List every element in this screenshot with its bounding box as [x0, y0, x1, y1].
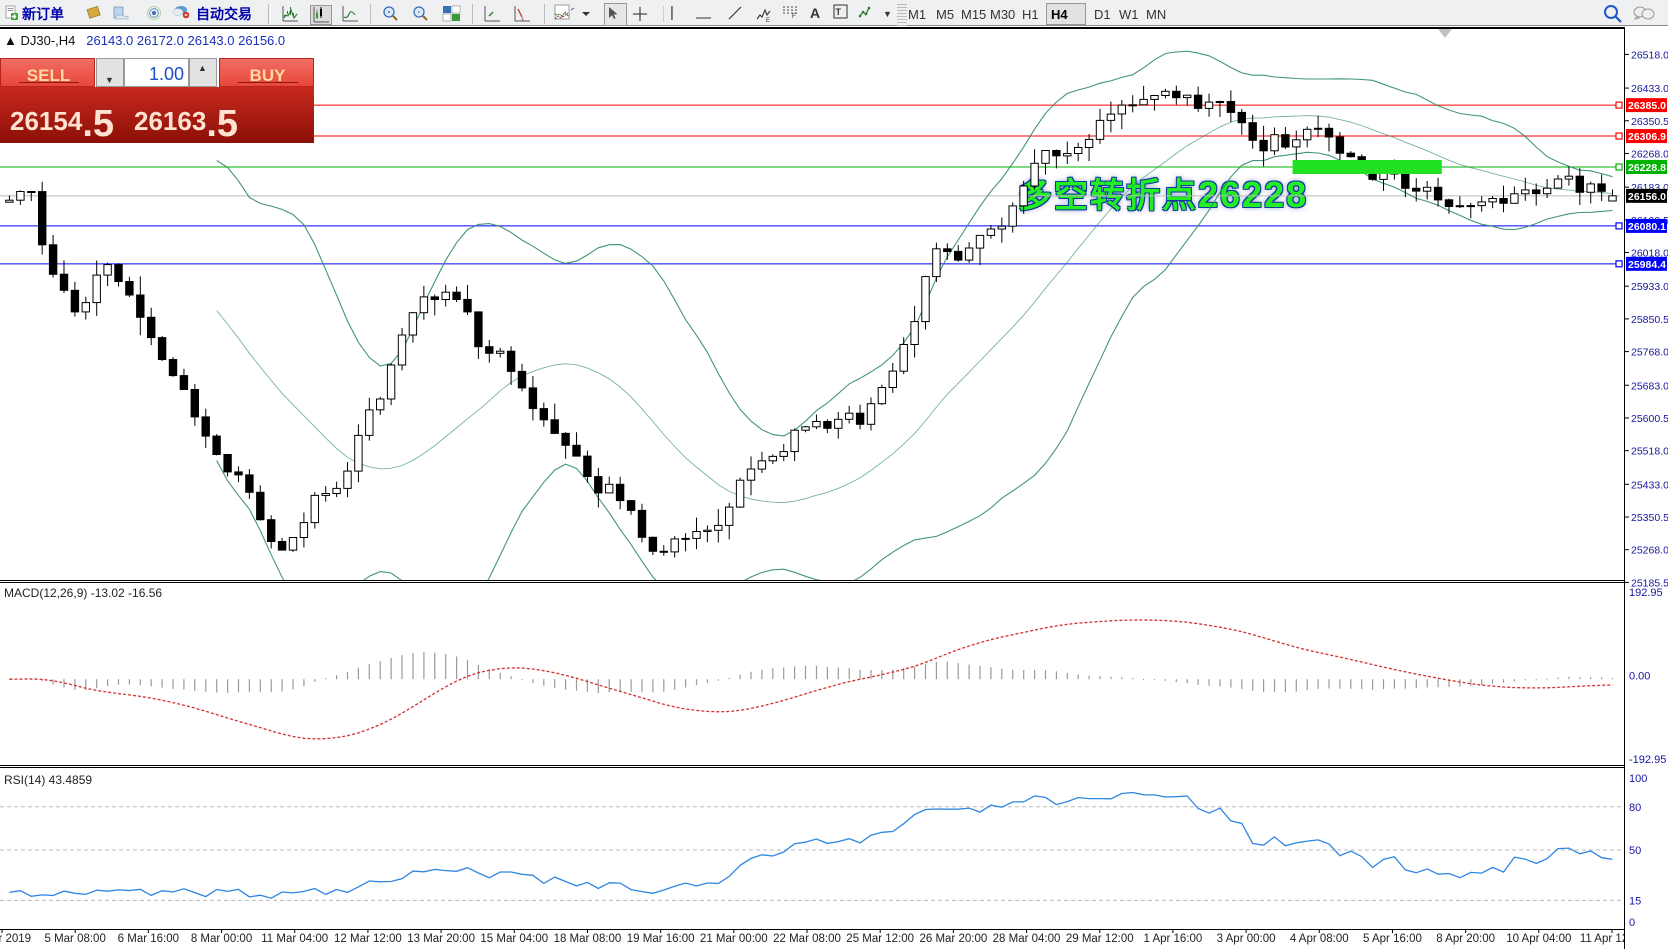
svg-text:25433.0: 25433.0	[1631, 479, 1668, 491]
svg-text:25268.0: 25268.0	[1631, 545, 1668, 557]
svg-text:25768.0: 25768.0	[1631, 347, 1668, 359]
svg-text:T: T	[836, 7, 842, 17]
svg-text:29 Mar 12:00: 29 Mar 12:00	[1066, 933, 1134, 945]
svg-text:25 Mar 12:00: 25 Mar 12:00	[846, 933, 914, 945]
svg-text:25518.0: 25518.0	[1631, 446, 1668, 458]
svg-text:26268.0: 26268.0	[1631, 148, 1668, 160]
svg-text:15 Mar 04:00: 15 Mar 04:00	[480, 933, 548, 945]
svg-text:26350.5: 26350.5	[1631, 116, 1668, 128]
svg-text:10 Apr 04:00: 10 Apr 04:00	[1506, 933, 1571, 945]
svg-text:22 Mar 08:00: 22 Mar 08:00	[773, 933, 841, 945]
svg-text:F: F	[792, 14, 796, 18]
svg-text:100: 100	[1629, 773, 1647, 785]
svg-text:8 Mar 00:00: 8 Mar 00:00	[191, 933, 252, 945]
svg-text:25850.5: 25850.5	[1631, 314, 1668, 326]
svg-text:25933.0: 25933.0	[1631, 281, 1668, 293]
svg-text:50: 50	[1629, 845, 1641, 857]
svg-text:25984.4: 25984.4	[1628, 259, 1666, 271]
svg-text:5 Mar 08:00: 5 Mar 08:00	[44, 933, 105, 945]
svg-text:0: 0	[1629, 917, 1635, 929]
svg-text:26385.0: 26385.0	[1628, 100, 1666, 112]
svg-text:26433.0: 26433.0	[1631, 83, 1668, 95]
svg-text:25600.5: 25600.5	[1631, 413, 1668, 425]
svg-text:RSI(14) 43.4859: RSI(14) 43.4859	[4, 773, 92, 787]
svg-text:26228.8: 26228.8	[1628, 162, 1666, 174]
svg-text:E: E	[766, 18, 770, 23]
svg-text:6 Mar 16:00: 6 Mar 16:00	[118, 933, 179, 945]
svg-text:13 Mar 20:00: 13 Mar 20:00	[407, 933, 475, 945]
svg-text:1 Apr 16:00: 1 Apr 16:00	[1143, 933, 1202, 945]
svg-text:26306.9: 26306.9	[1628, 131, 1666, 143]
svg-text:18 Mar 08:00: 18 Mar 08:00	[554, 933, 622, 945]
svg-text:4 Mar 2019: 4 Mar 2019	[0, 933, 31, 945]
svg-text:11 Apr 12:00: 11 Apr 12:00	[1580, 933, 1624, 945]
svg-text:19 Mar 16:00: 19 Mar 16:00	[627, 933, 695, 945]
svg-text:28 Mar 04:00: 28 Mar 04:00	[993, 933, 1061, 945]
svg-text:x: x	[521, 17, 524, 23]
svg-text:25683.0: 25683.0	[1631, 380, 1668, 392]
svg-text:5 Apr 16:00: 5 Apr 16:00	[1363, 933, 1422, 945]
svg-text:11 Mar 04:00: 11 Mar 04:00	[261, 933, 328, 945]
svg-text:0.00: 0.00	[1629, 671, 1650, 683]
svg-text:26080.1: 26080.1	[1628, 221, 1666, 233]
svg-text:80: 80	[1629, 802, 1641, 814]
svg-text:21 Mar 00:00: 21 Mar 00:00	[700, 933, 768, 945]
svg-text:3 Apr 00:00: 3 Apr 00:00	[1217, 933, 1276, 945]
svg-text:26156.0: 26156.0	[1628, 191, 1666, 203]
svg-text:4 Apr 08:00: 4 Apr 08:00	[1290, 933, 1349, 945]
svg-text:192.95: 192.95	[1629, 587, 1663, 599]
svg-text:25350.5: 25350.5	[1631, 512, 1668, 524]
svg-text:MACD(12,26,9) -13.02 -16.56: MACD(12,26,9) -13.02 -16.56	[4, 586, 162, 600]
svg-text:15: 15	[1629, 895, 1641, 907]
svg-text:8 Apr 20:00: 8 Apr 20:00	[1436, 933, 1495, 945]
svg-text:12 Mar 12:00: 12 Mar 12:00	[334, 933, 402, 945]
svg-text:26 Mar 20:00: 26 Mar 20:00	[919, 933, 987, 945]
svg-text:26518.0: 26518.0	[1631, 49, 1668, 61]
svg-text:-192.95: -192.95	[1629, 754, 1666, 766]
